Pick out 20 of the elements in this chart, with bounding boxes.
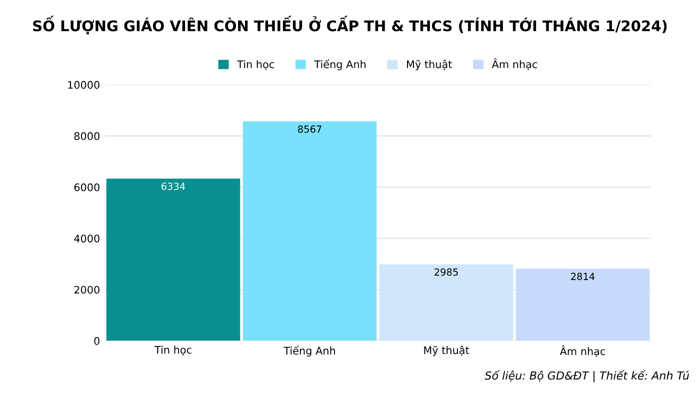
data-label: 2985 xyxy=(434,268,458,276)
x-tick-label: Âm nhạc xyxy=(560,345,606,357)
y-tick-label: 10000 xyxy=(68,80,100,89)
y-tick-label: 2000 xyxy=(74,286,100,294)
x-tick-label: Tin học xyxy=(154,346,192,356)
y-tick-label: 4000 xyxy=(74,234,100,242)
chart-title: SỐ LƯỢNG GIÁO VIÊN CÒN THIẾU Ở CẤP TH & THCS (TÍNH TỚI THÁNG 1/2024) xyxy=(33,16,667,34)
data-label: 8567 xyxy=(298,125,322,133)
data-label: 6334 xyxy=(162,182,186,190)
legend-label: Mỹ thuật xyxy=(407,60,452,70)
x-tick-label: Tiếng Anh xyxy=(284,346,335,357)
legend-label: Tiếng Anh xyxy=(314,59,366,70)
legend-label: Tin học xyxy=(237,60,274,70)
data-label: 2814 xyxy=(571,272,595,280)
legend-label: Âm nhạc xyxy=(492,58,538,70)
x-tick-label: Mỹ thuật xyxy=(424,346,470,356)
text: Số liệu: Bộ GD&ĐT | Thiết kế: Anh Tú xyxy=(484,370,690,382)
y-tick-label: 8000 xyxy=(74,132,100,140)
y-tick-label: 6000 xyxy=(74,183,100,192)
y-tick-label: 0 xyxy=(94,337,100,345)
